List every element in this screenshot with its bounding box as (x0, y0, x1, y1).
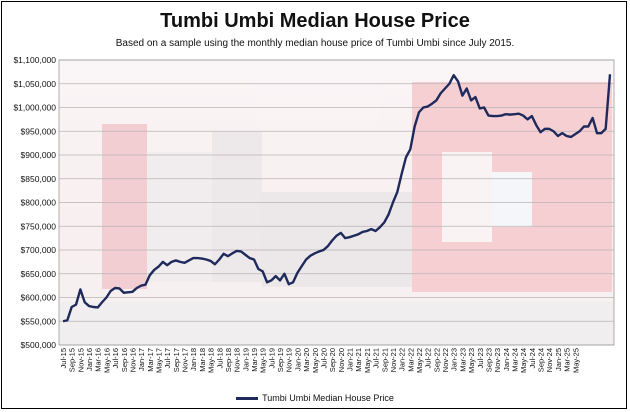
x-tick-label: Jan-24 (502, 348, 511, 371)
x-tick-label: May-18 (207, 348, 216, 373)
x-tick-label: Jan-16 (85, 348, 94, 371)
series-line-median-house-price (62, 73, 612, 323)
x-tick-label: Jan-20 (293, 348, 302, 371)
x-tick-label: Sep-17 (172, 348, 181, 372)
x-tick-label: May-21 (363, 348, 372, 373)
x-tick-label: Sep-23 (484, 348, 493, 372)
x-tick-label: May-17 (155, 348, 164, 373)
x-tick-label: Jul-18 (215, 348, 224, 368)
legend-label: Tumbi Umbi Median House Price (262, 393, 394, 403)
chart-title: Tumbi Umbi Median House Price (160, 10, 470, 32)
x-tick-label: Nov-23 (493, 348, 502, 372)
x-tick-label: Jul-21 (372, 348, 381, 368)
x-tick-label: Jul-24 (528, 348, 537, 368)
x-tick-label: Mar-19 (250, 348, 259, 372)
x-tick-label: Mar-23 (458, 348, 467, 372)
x-tick-label: Nov-20 (337, 348, 346, 372)
y-tick-label: $1,000,000 (13, 103, 56, 113)
x-tick-label: Mar-18 (198, 348, 207, 372)
x-tick-label: Jan-23 (450, 348, 459, 371)
x-tick-label: Sep-15 (68, 348, 77, 372)
x-tick-label: Sep-18 (224, 348, 233, 372)
y-tick-label: $750,000 (21, 221, 57, 231)
x-tick-label: Jul-22 (424, 348, 433, 368)
x-tick-label: Sep-20 (328, 348, 337, 372)
x-tick-label: Jul-23 (476, 348, 485, 368)
x-tick-label: Sep-22 (432, 348, 441, 372)
x-tick-label: Sep-19 (276, 348, 285, 372)
x-tick-label: Nov-16 (128, 348, 137, 372)
x-tick-label: Mar-20 (302, 348, 311, 372)
x-tick-label: Nov-19 (285, 348, 294, 372)
legend-swatch (236, 397, 259, 401)
x-tick-label: Jan-17 (137, 348, 146, 371)
x-tick-label: May-22 (415, 348, 424, 373)
y-tick-label: $700,000 (21, 245, 57, 255)
x-tick-label: Jul-20 (319, 348, 328, 368)
x-tick-label: May-23 (467, 348, 476, 373)
y-tick-label: $850,000 (21, 174, 57, 184)
x-tick-label: Mar-24 (510, 348, 519, 372)
x-tick-label: Jul-15 (59, 348, 68, 368)
x-tick-label: Jan-22 (398, 348, 407, 371)
series-layer (62, 73, 612, 323)
x-tick-label: Nov-24 (545, 348, 554, 372)
x-tick-label: Nov-17 (181, 348, 190, 372)
x-tick-label: May-19 (259, 348, 268, 373)
x-tick-label: Mar-21 (354, 348, 363, 372)
x-tick-label: Sep-21 (380, 348, 389, 372)
x-tick-label: Nov-15 (76, 348, 85, 372)
x-tick-label: Jan-19 (241, 348, 250, 371)
x-axis-labels: Jul-15 Sep-15 Nov-15 Jan-16 Mar-16 May-16 Jul-… (59, 348, 580, 373)
x-tick-label: Jan-18 (189, 348, 198, 371)
x-tick-label: Sep-24 (537, 348, 546, 372)
x-tick-label: Jul-19 (267, 348, 276, 368)
y-tick-label: $1,050,000 (13, 79, 56, 89)
x-tick-label: Mar-16 (94, 348, 103, 372)
x-tick-label: May-20 (311, 348, 320, 373)
x-tick-label: Mar-25 (563, 348, 572, 372)
y-tick-label: $950,000 (21, 126, 57, 136)
x-tick-label: May-16 (102, 348, 111, 373)
x-tick-label: Nov-21 (389, 348, 398, 372)
x-tick-label: Jul-17 (163, 348, 172, 368)
x-tick-label: Jan-25 (554, 348, 563, 371)
x-tick-label: Jan-21 (346, 348, 355, 371)
y-tick-label: $500,000 (21, 340, 57, 350)
x-tick-label: May-25 (571, 348, 580, 373)
plot-area-border (58, 59, 615, 346)
x-tick-label: Nov-22 (441, 348, 450, 372)
x-tick-label: Mar-22 (406, 348, 415, 372)
y-tick-label: $650,000 (21, 269, 57, 279)
legend: Tumbi Umbi Median House Price (2, 393, 628, 403)
y-tick-label: $900,000 (21, 150, 57, 160)
chart-subtitle: Based on a sample using the monthly medi… (115, 38, 515, 49)
y-tick-label: $1,100,000 (13, 55, 56, 65)
x-tick-label: Jul-16 (111, 348, 120, 368)
x-tick-label: Sep-16 (120, 348, 129, 372)
y-tick-label: $800,000 (21, 198, 57, 208)
grid-lines (58, 59, 615, 346)
y-tick-label: $550,000 (21, 316, 57, 326)
x-tick-label: Nov-18 (233, 348, 242, 372)
x-tick-label: May-24 (519, 348, 528, 373)
y-tick-label: $600,000 (21, 293, 57, 303)
y-axis-labels: $500,000 $550,000 $600,000 $650,000 $700,000… (13, 55, 56, 350)
x-tick-label: Mar-17 (146, 348, 155, 372)
